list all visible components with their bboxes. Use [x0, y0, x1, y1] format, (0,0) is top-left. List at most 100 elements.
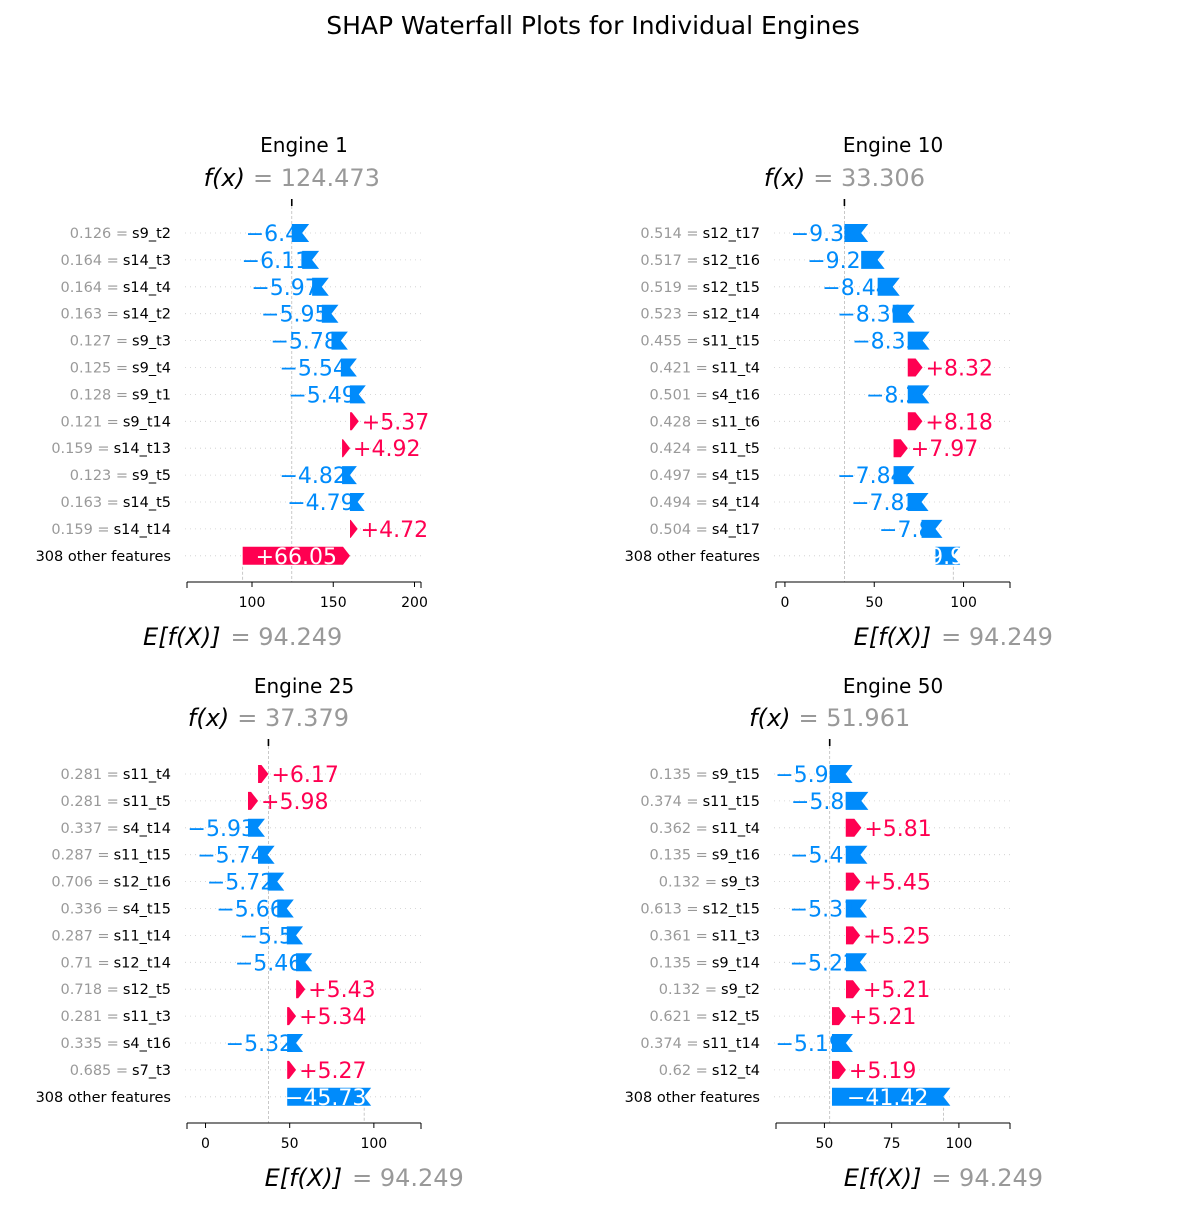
- feature-value: 0.132 =: [659, 875, 717, 891]
- feature-value: 0.494 =: [650, 495, 708, 511]
- feature-value: 0.128 =: [70, 387, 128, 403]
- waterfall-row: s9_t30.132 = +5.45: [659, 871, 1010, 896]
- feature-value: 0.455 =: [640, 334, 698, 350]
- waterfall-row: s9_t10.128 = −5.49: [70, 383, 421, 408]
- contribution-label: −8.35: [852, 330, 919, 355]
- contribution-label: −5.49: [288, 383, 355, 408]
- feature-name: s9_t14: [123, 414, 171, 430]
- negative-bar: [845, 953, 868, 972]
- feature-name: s14_t4: [123, 280, 171, 296]
- waterfall-row: s14_t50.163 = −4.79: [61, 491, 421, 516]
- negative-bar: [321, 304, 339, 323]
- contribution-label: −5.32: [226, 1032, 293, 1057]
- contribution-label: +5.27: [299, 1059, 366, 1084]
- waterfall-row: s11_t60.428 = +8.18: [650, 410, 1010, 435]
- subplot-title: Engine 10: [843, 133, 943, 157]
- waterfall-row: s11_t14 0.374 = −5.19: [640, 1032, 1010, 1057]
- subplot-title: Engine 25: [254, 674, 354, 698]
- contribution-label: −5.85: [791, 790, 858, 815]
- feature-value: 0.374 =: [640, 1036, 698, 1052]
- feature-name: s4_t15: [123, 902, 171, 918]
- negative-bar: [845, 845, 868, 864]
- negative-bar: [267, 872, 285, 891]
- waterfall-row: s12_t15 0.613 = −5.31: [640, 898, 1010, 923]
- negative-bar: [829, 765, 853, 783]
- feature-value: 0.421 =: [650, 361, 708, 377]
- feature-value: 0.362 =: [650, 821, 708, 837]
- feature-value: 0.281 =: [61, 794, 119, 810]
- feature-value: 0.127 =: [70, 334, 128, 350]
- feature-value: 0.361 =: [650, 928, 708, 944]
- feature-value: 0.123 =: [70, 468, 128, 484]
- ex-label: E[f(X)]: [844, 1164, 922, 1192]
- ex-label: E[f(X)]: [143, 623, 221, 651]
- feature-value: 0.281 =: [61, 1009, 119, 1025]
- contribution-label: −7.8: [879, 518, 932, 543]
- positive-bar: [845, 818, 862, 837]
- feature-value: 0.706 =: [51, 875, 109, 891]
- feature-name: s9_t3: [721, 875, 760, 891]
- waterfall-row: s11_t40.281 = +6.17: [61, 763, 421, 788]
- feature-name: s4_t17: [712, 522, 760, 538]
- ex-label: E[f(X)]: [854, 623, 932, 651]
- positive-bar: [242, 546, 351, 565]
- contribution-label: −9.96: [911, 545, 978, 570]
- negative-bar: [349, 493, 365, 511]
- contribution-label: −5.97: [251, 276, 318, 301]
- feature-value: 0.163 =: [61, 307, 119, 323]
- positive-bar: [247, 791, 259, 810]
- contribution-label: −6.11: [242, 249, 309, 274]
- feature-value: 0.159 =: [51, 441, 109, 457]
- contribution-label: −5.47: [790, 844, 857, 869]
- waterfall-row: 308 other features −41.42: [625, 1086, 1010, 1111]
- feature-name: s11_t15: [114, 848, 171, 864]
- waterfall-row: s14_t30.164 = −6.11: [61, 249, 421, 274]
- feature-name: s11_t4: [712, 821, 760, 837]
- negative-bar: [844, 224, 869, 242]
- feature-value: 0.497 =: [650, 468, 708, 484]
- contribution-label: −5.72: [207, 871, 274, 896]
- feature-name: s11_t6: [712, 414, 760, 430]
- waterfall-row: s11_t14 0.287 = −5.5: [51, 924, 421, 949]
- x-tick-label: 200: [401, 595, 428, 611]
- ex-value: = 94.249: [231, 623, 343, 651]
- x-tick-label: 50: [865, 595, 883, 611]
- positive-bar: [845, 980, 861, 999]
- waterfall-row: s9_t40.125 = −5.54: [70, 357, 421, 382]
- contribution-label: −4.82: [279, 464, 346, 489]
- positive-bar: [350, 412, 359, 431]
- feature-value: 0.613 =: [640, 902, 698, 918]
- feature-name: s4_t14: [123, 821, 171, 837]
- waterfall-row: s11_t15 0.287 = −5.74: [51, 844, 421, 869]
- contribution-label: −5.93: [188, 817, 255, 842]
- contribution-label: +5.43: [308, 978, 375, 1003]
- feature-name: s14_t13: [114, 441, 171, 457]
- feature-value: 0.336 =: [61, 902, 119, 918]
- waterfall-row: s9_t50.123 = −4.82: [70, 464, 421, 489]
- negative-bar: [892, 304, 915, 323]
- positive-bar: [287, 1007, 297, 1026]
- feature-name: s9_t14: [712, 955, 760, 971]
- positive-bar: [342, 439, 351, 458]
- feature-name: s12_t17: [703, 226, 760, 242]
- waterfall-row: s12_t15 0.519 = −8.44: [640, 276, 1010, 301]
- feature-name: s14_t3: [123, 253, 171, 269]
- feature-name: s11_t4: [712, 361, 760, 377]
- contribution-label: −5.19: [776, 1032, 843, 1057]
- feature-value: 0.523 =: [640, 307, 698, 323]
- waterfall-row: s14_t20.163 = −5.95: [61, 303, 421, 328]
- waterfall-row: s12_t14 0.523 = −8.39: [640, 303, 1010, 328]
- waterfall-row: s9_t20.132 = +5.21: [659, 978, 1010, 1003]
- positive-bar: [831, 1060, 846, 1079]
- negative-bar: [287, 1087, 372, 1106]
- waterfall-row: s11_t15 0.374 = −5.85: [640, 790, 1010, 815]
- contribution-label: +66.05: [256, 545, 337, 570]
- feature-value: 0.287 =: [51, 848, 109, 864]
- contribution-label: +8.18: [925, 410, 992, 435]
